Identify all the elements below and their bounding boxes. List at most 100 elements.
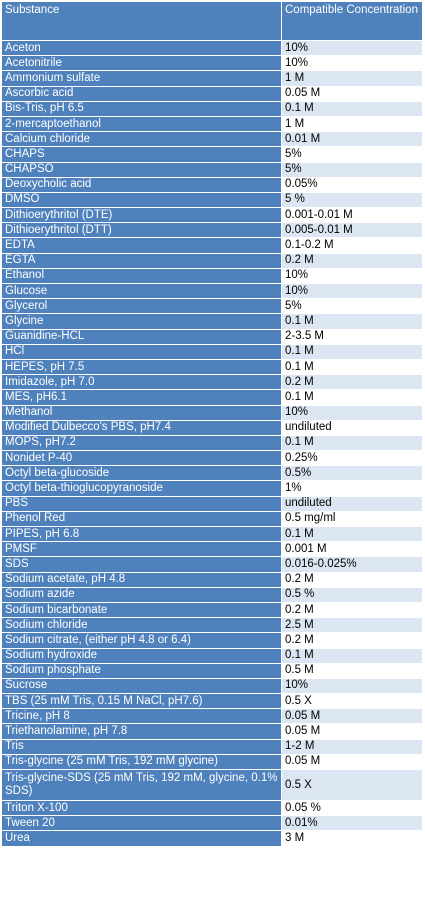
table-row: Methanol 10% (1, 404, 423, 421)
substance-cell: Sodium chloride (1, 617, 282, 634)
compatibility-table-container: Substance Compatible Concentration Aceto… (1, 1, 423, 847)
concentration-cell: 0.1 M (281, 343, 423, 360)
concentration-cell: 5% (281, 298, 423, 315)
table-row: Triton X-100 0.05 % (1, 799, 423, 817)
concentration-cell: 0.1 M (281, 647, 423, 664)
concentration-cell: 0.5% (281, 465, 423, 482)
concentration-cell: 0.05% (281, 176, 423, 193)
substance-cell: Dithioerythritol (DTT) (1, 222, 282, 239)
concentration-cell: 1% (281, 480, 423, 497)
substance-cell: Bis-Tris, pH 6.5 (1, 100, 282, 117)
concentration-cell: 0.001-0.01 M (281, 207, 423, 224)
table-row: Dithioerythritol (DTT) 0.005-0.01 M (1, 222, 423, 239)
substance-cell: MES, pH6.1 (1, 389, 282, 406)
table-row: Tween 20 0.01% (1, 815, 423, 832)
substance-cell: Tween 20 (1, 815, 282, 832)
concentration-cell: 5% (281, 146, 423, 163)
table-row: PBS undiluted (1, 495, 423, 512)
substance-cell: CHAPSO (1, 161, 282, 178)
substance-cell: Ethanol (1, 267, 282, 285)
table-row: 2-mercaptoethanol 1 M (1, 115, 423, 133)
substance-cell: MOPS, pH7.2 (1, 434, 282, 452)
substance-cell: Sodium hydroxide (1, 647, 282, 664)
table-row: Glycerol 5% (1, 298, 423, 315)
concentration-cell: 10% (281, 677, 423, 695)
table-row: Tris-glycine-SDS (25 mM Tris, 192 mM, gl… (1, 769, 423, 801)
substance-cell: Glycerol (1, 298, 282, 315)
table-row: PIPES, pH 6.8 0.1 M (1, 525, 423, 543)
substance-cell: Nonidet P-40 (1, 450, 282, 467)
concentration-cell: 0.1 M (281, 525, 423, 543)
table-row: Tris 1-2 M (1, 738, 423, 755)
table-row: Sodium chloride 2.5 M (1, 617, 423, 634)
concentration-cell: 10% (281, 404, 423, 421)
concentration-cell: 3 M (281, 830, 423, 847)
concentration-cell: 0.05 M (281, 708, 423, 725)
substance-cell: PIPES, pH 6.8 (1, 525, 282, 543)
table-row: Sodium phosphate 0.5 M (1, 662, 423, 679)
concentration-cell: 0.2 M (281, 571, 423, 588)
concentration-cell: 1 M (281, 115, 423, 133)
table-row: Tricine, pH 8 0.05 M (1, 708, 423, 725)
concentration-cell: 0.005-0.01 M (281, 222, 423, 239)
concentration-cell: 0.016-0.025% (281, 556, 423, 573)
substance-cell: DMSO (1, 191, 282, 209)
table-row: Sodium azide 0.5 % (1, 586, 423, 603)
substance-cell: Tris-glycine (25 mM Tris, 192 mM glycine… (1, 753, 282, 771)
table-row: Imidazole, pH 7.0 0.2 M (1, 374, 423, 391)
table-row: MOPS, pH7.2 0.1 M (1, 434, 423, 452)
table-row: Ammonium sulfate 1 M (1, 70, 423, 87)
substance-cell: Guanidine-HCL (1, 328, 282, 345)
table-row: Sodium hydroxide 0.1 M (1, 647, 423, 664)
concentration-cell: 0.001 M (281, 541, 423, 558)
table-row: Octyl beta-thioglucopyranoside 1% (1, 480, 423, 497)
table-row: TBS (25 mM Tris, 0.15 M NaCl, pH7.6) 0.5 … (1, 693, 423, 710)
substance-cell: PMSF (1, 541, 282, 558)
table-row: DMSO 5 % (1, 191, 423, 209)
table-row: Deoxycholic acid 0.05% (1, 176, 423, 193)
substance-cell: Sodium phosphate (1, 662, 282, 679)
concentration-cell: 5% (281, 161, 423, 178)
header-substance: Substance (1, 1, 282, 41)
concentration-cell: 0.2 M (281, 601, 423, 619)
table-row: Aceton 10% (1, 39, 423, 57)
concentration-cell: 0.1-0.2 M (281, 237, 423, 254)
table-row: Bis-Tris, pH 6.5 0.1 M (1, 100, 423, 117)
table-row: Guanidine-HCL 2-3.5 M (1, 328, 423, 345)
substance-cell: PBS (1, 495, 282, 512)
table-row: Phenol Red 0.5 mg/ml (1, 510, 423, 528)
concentration-cell: 2-3.5 M (281, 328, 423, 345)
substance-cell: Imidazole, pH 7.0 (1, 374, 282, 391)
table-row: Sucrose 10% (1, 677, 423, 695)
substance-cell: Modified Dulbecco's PBS, pH7.4 (1, 419, 282, 436)
substance-cell: Sodium acetate, pH 4.8 (1, 571, 282, 588)
concentration-cell: 0.5 M (281, 662, 423, 679)
substance-cell: Sodium azide (1, 586, 282, 603)
concentration-cell: 0.01% (281, 815, 423, 832)
table-row: EGTA 0.2 M (1, 252, 423, 269)
table-row: Glycine 0.1 M (1, 313, 423, 330)
compatibility-table: Substance Compatible Concentration Aceto… (1, 1, 423, 847)
concentration-cell: 0.5 mg/ml (281, 510, 423, 528)
substance-cell: Triethanolamine, pH 7.8 (1, 723, 282, 740)
table-row: Ethanol 10% (1, 267, 423, 285)
concentration-cell: 0.05 M (281, 85, 423, 102)
table-header-row: Substance Compatible Concentration (1, 1, 423, 41)
table-row: Tris-glycine (25 mM Tris, 192 mM glycine… (1, 753, 423, 771)
concentration-cell: undiluted (281, 419, 423, 436)
table-row: SDS 0.016-0.025% (1, 556, 423, 573)
concentration-cell: 10% (281, 267, 423, 285)
substance-cell: Sodium bicarbonate (1, 601, 282, 619)
table-row: PMSF 0.001 M (1, 541, 423, 558)
table-row: CHAPS 5% (1, 146, 423, 163)
substance-cell: Phenol Red (1, 510, 282, 528)
concentration-cell: 0.5 % (281, 586, 423, 603)
table-row: Ascorbic acid 0.05 M (1, 85, 423, 102)
concentration-cell: 5 % (281, 191, 423, 209)
substance-cell: HEPES, pH 7.5 (1, 358, 282, 376)
concentration-cell: 0.05 M (281, 723, 423, 740)
substance-cell: Urea (1, 830, 282, 847)
substance-cell: Octyl beta-glucoside (1, 465, 282, 482)
table-row: Urea 3 M (1, 830, 423, 847)
concentration-cell: 0.05 % (281, 799, 423, 817)
